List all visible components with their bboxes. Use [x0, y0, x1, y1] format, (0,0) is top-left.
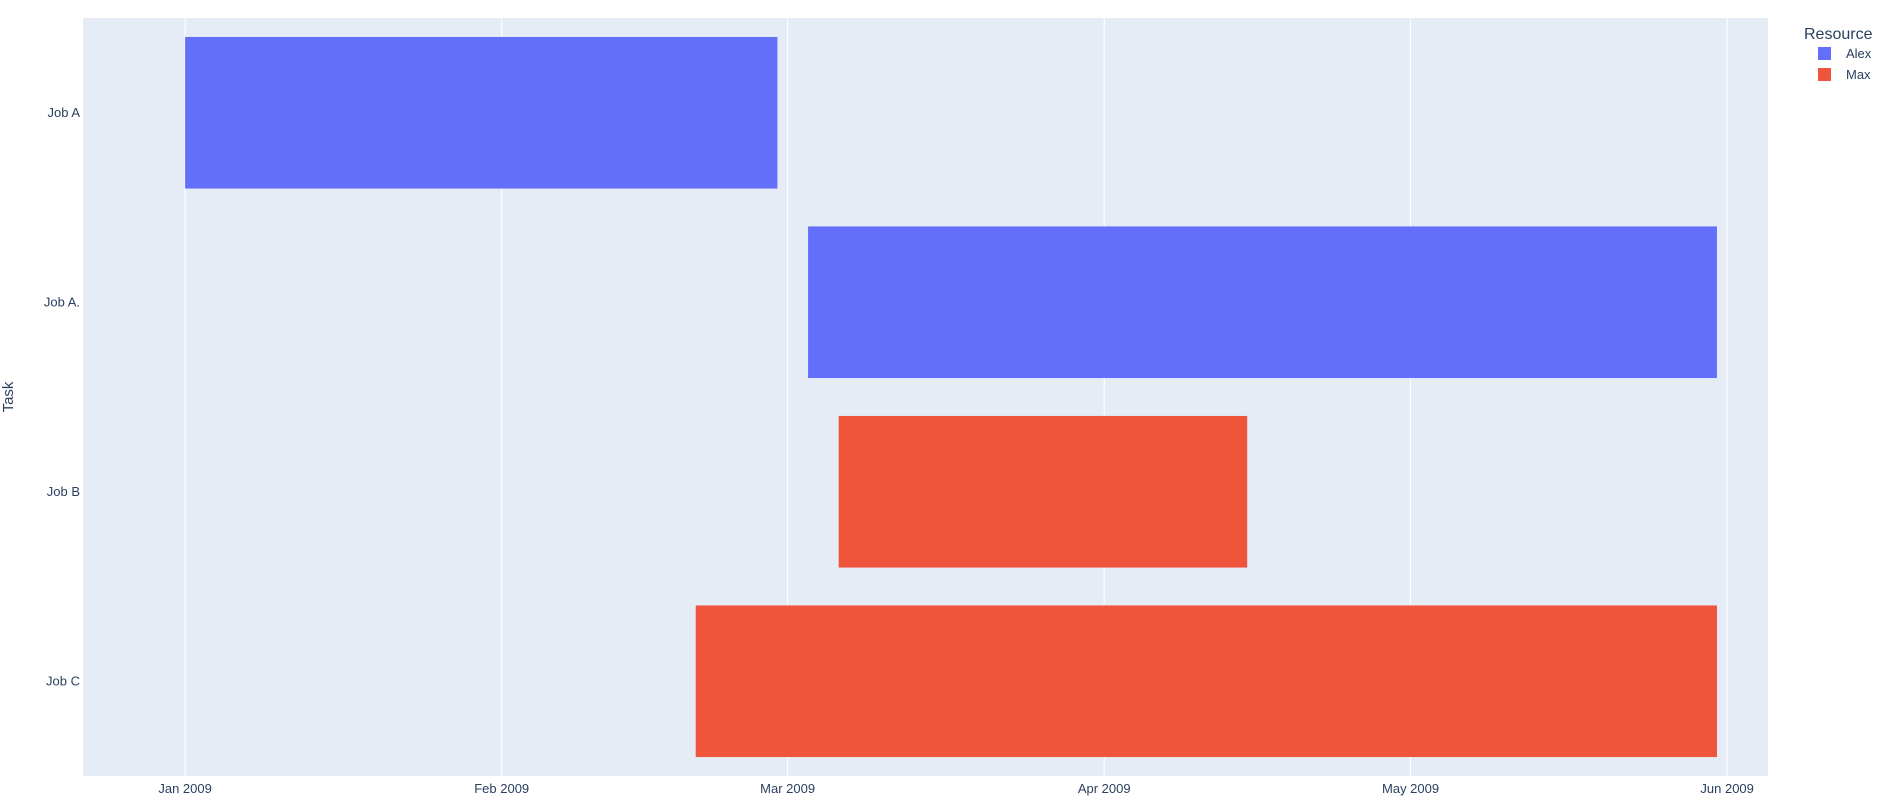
x-tick-label: Jun 2009	[1700, 781, 1754, 796]
y-tick-label: Job B	[47, 484, 80, 499]
task-bar	[185, 36, 778, 189]
task-bar	[695, 605, 1717, 758]
x-tick-label: Mar 2009	[760, 781, 815, 796]
legend-item-label: Alex	[1846, 46, 1872, 61]
x-tick-label: Apr 2009	[1078, 781, 1131, 796]
x-tick-label: May 2009	[1382, 781, 1439, 796]
y-tick-label: Job A.	[44, 294, 80, 309]
x-axis-ticks: Jan 2009 Feb 2009 Mar 2009 Apr 2009 May 2009…	[158, 781, 1754, 796]
legend-title: Resource	[1804, 26, 1873, 43]
legend-swatch	[1818, 68, 1831, 81]
x-tick-label: Jan 2009	[158, 781, 212, 796]
y-axis-title: Task	[0, 381, 17, 412]
legend-swatch	[1818, 47, 1831, 60]
y-axis-ticks: Job A Job A. Job B Job C	[44, 105, 80, 689]
y-tick-label: Job A	[47, 105, 80, 120]
legend: Resource Alex Max	[1804, 26, 1873, 82]
task-bars	[185, 36, 1717, 758]
y-tick-label: Job C	[46, 673, 80, 688]
legend-items: Alex Max	[1818, 46, 1872, 82]
legend-item-label: Max	[1846, 67, 1871, 82]
x-tick-label: Feb 2009	[474, 781, 529, 796]
task-bar	[808, 226, 1717, 379]
task-bar	[838, 415, 1248, 568]
